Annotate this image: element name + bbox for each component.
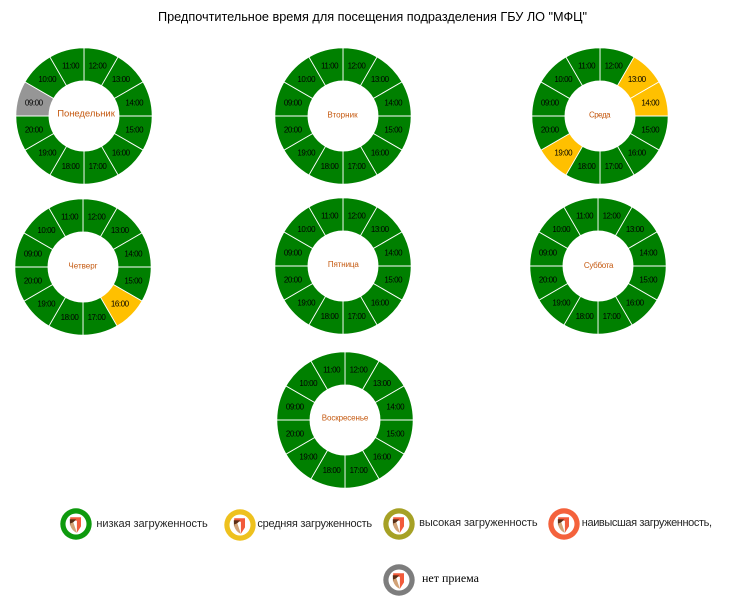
svg-text:17:00: 17:00 <box>348 162 367 171</box>
svg-text:13:00: 13:00 <box>111 226 130 235</box>
svg-text:18:00: 18:00 <box>60 313 79 322</box>
svg-text:13:00: 13:00 <box>626 225 645 234</box>
svg-text:12:00: 12:00 <box>87 212 106 221</box>
svg-text:16:00: 16:00 <box>373 453 392 462</box>
svg-text:20:00: 20:00 <box>539 275 558 284</box>
svg-text:19:00: 19:00 <box>37 299 56 308</box>
svg-text:15:00: 15:00 <box>385 125 404 134</box>
svg-text:11:00: 11:00 <box>578 61 596 70</box>
svg-text:11:00: 11:00 <box>323 366 341 375</box>
svg-text:10:00: 10:00 <box>298 225 317 234</box>
svg-text:10:00: 10:00 <box>37 226 56 235</box>
svg-text:20:00: 20:00 <box>286 429 305 438</box>
svg-text:17:00: 17:00 <box>88 162 107 171</box>
svg-text:19:00: 19:00 <box>298 299 317 308</box>
svg-text:19:00: 19:00 <box>300 453 319 462</box>
svg-text:19:00: 19:00 <box>554 148 573 157</box>
svg-text:16:00: 16:00 <box>626 298 645 307</box>
svg-text:09:00: 09:00 <box>541 98 560 107</box>
svg-text:09:00: 09:00 <box>24 99 43 108</box>
svg-text:12:00: 12:00 <box>348 61 367 70</box>
svg-text:16:00: 16:00 <box>371 148 390 157</box>
svg-text:18:00: 18:00 <box>576 312 595 321</box>
svg-text:17:00: 17:00 <box>87 313 106 322</box>
svg-text:15:00: 15:00 <box>640 275 659 284</box>
svg-text:20:00: 20:00 <box>24 276 43 285</box>
svg-text:17:00: 17:00 <box>350 466 369 475</box>
svg-text:09:00: 09:00 <box>286 402 305 411</box>
svg-text:09:00: 09:00 <box>539 248 558 257</box>
svg-text:Суббота: Суббота <box>584 261 614 270</box>
svg-text:Вторник: Вторник <box>328 110 359 119</box>
svg-text:15:00: 15:00 <box>387 429 406 438</box>
svg-text:11:00: 11:00 <box>576 211 594 220</box>
svg-text:18:00: 18:00 <box>323 466 342 475</box>
svg-text:Пятница: Пятница <box>328 260 359 269</box>
svg-text:16:00: 16:00 <box>111 149 130 158</box>
svg-text:17:00: 17:00 <box>603 312 622 321</box>
svg-text:12:00: 12:00 <box>348 212 367 221</box>
svg-text:14:00: 14:00 <box>385 249 404 258</box>
svg-text:10:00: 10:00 <box>553 225 572 234</box>
svg-text:09:00: 09:00 <box>24 249 43 258</box>
svg-text:16:00: 16:00 <box>628 148 647 157</box>
svg-text:14:00: 14:00 <box>640 248 659 257</box>
svg-text:17:00: 17:00 <box>348 312 367 321</box>
svg-text:14:00: 14:00 <box>387 402 406 411</box>
svg-text:16:00: 16:00 <box>371 299 390 308</box>
svg-text:13:00: 13:00 <box>371 225 390 234</box>
svg-text:10:00: 10:00 <box>554 75 573 84</box>
svg-text:13:00: 13:00 <box>111 75 130 84</box>
svg-text:17:00: 17:00 <box>605 162 624 171</box>
svg-text:Четверг: Четверг <box>68 261 97 270</box>
svg-text:12:00: 12:00 <box>350 366 369 375</box>
svg-text:15:00: 15:00 <box>125 126 144 135</box>
svg-text:16:00: 16:00 <box>111 299 130 308</box>
svg-text:10:00: 10:00 <box>298 75 317 84</box>
svg-text:13:00: 13:00 <box>373 379 392 388</box>
svg-text:10:00: 10:00 <box>38 75 57 84</box>
svg-text:11:00: 11:00 <box>61 212 79 221</box>
svg-text:15:00: 15:00 <box>124 276 143 285</box>
svg-text:15:00: 15:00 <box>641 125 660 134</box>
svg-text:20:00: 20:00 <box>284 276 303 285</box>
svg-text:20:00: 20:00 <box>284 125 303 134</box>
svg-text:18:00: 18:00 <box>578 162 597 171</box>
svg-text:19:00: 19:00 <box>553 298 572 307</box>
svg-text:14:00: 14:00 <box>125 99 144 108</box>
svg-text:11:00: 11:00 <box>61 62 79 71</box>
svg-text:13:00: 13:00 <box>371 75 390 84</box>
svg-text:09:00: 09:00 <box>284 98 303 107</box>
svg-text:14:00: 14:00 <box>641 98 660 107</box>
svg-text:11:00: 11:00 <box>321 61 339 70</box>
svg-text:12:00: 12:00 <box>605 61 624 70</box>
svg-text:14:00: 14:00 <box>385 98 404 107</box>
svg-text:18:00: 18:00 <box>61 162 80 171</box>
svg-text:10:00: 10:00 <box>300 379 319 388</box>
svg-text:19:00: 19:00 <box>38 149 57 158</box>
svg-text:14:00: 14:00 <box>124 249 143 258</box>
svg-text:15:00: 15:00 <box>385 276 404 285</box>
svg-text:19:00: 19:00 <box>298 148 317 157</box>
svg-text:09:00: 09:00 <box>284 249 303 258</box>
svg-text:Воскресенье: Воскресенье <box>322 413 369 422</box>
svg-text:12:00: 12:00 <box>603 211 622 220</box>
svg-text:13:00: 13:00 <box>628 75 647 84</box>
svg-text:Понедельник: Понедельник <box>57 109 115 120</box>
svg-text:12:00: 12:00 <box>88 62 107 71</box>
svg-text:18:00: 18:00 <box>321 162 340 171</box>
svg-text:20:00: 20:00 <box>541 125 560 134</box>
svg-text:18:00: 18:00 <box>321 312 340 321</box>
svg-text:20:00: 20:00 <box>24 126 43 135</box>
svg-text:Среда: Среда <box>589 110 611 119</box>
svg-text:11:00: 11:00 <box>321 212 339 221</box>
